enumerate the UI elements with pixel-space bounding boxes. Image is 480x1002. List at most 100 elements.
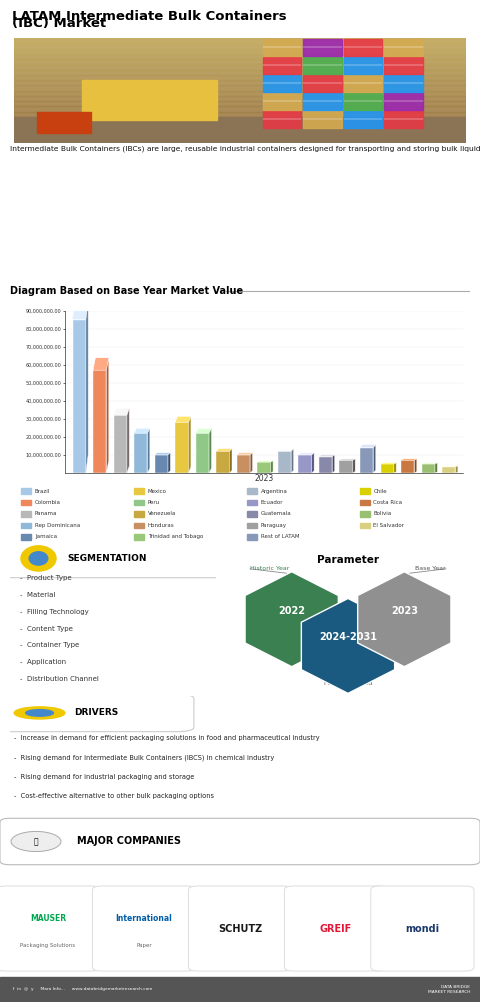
Polygon shape [189, 417, 191, 473]
Bar [344, 110, 382, 127]
Circle shape [14, 706, 65, 719]
Polygon shape [278, 449, 294, 451]
Bar [22, 511, 31, 517]
Bar [401, 460, 414, 473]
Bar [82, 80, 217, 120]
Bar [344, 93, 382, 109]
Polygon shape [312, 453, 314, 473]
Bar [303, 39, 341, 56]
Bar [237, 455, 250, 473]
Text: Costa Rica: Costa Rica [373, 500, 403, 505]
Text: -  Material: - Material [20, 592, 55, 598]
Text: -  Cost-effective alternative to other bulk packaging options: - Cost-effective alternative to other bu… [14, 793, 214, 799]
Text: Forecast Period: Forecast Period [324, 680, 372, 685]
Text: 🏢: 🏢 [34, 837, 38, 846]
Bar [303, 75, 341, 92]
Bar [381, 464, 394, 473]
Text: -  Application: - Application [20, 659, 66, 665]
Bar [0, 977, 480, 1002]
Bar [247, 534, 257, 540]
Bar [134, 488, 144, 494]
Text: (IBC) Market: (IBC) Market [12, 17, 106, 30]
Bar [263, 75, 301, 92]
Polygon shape [353, 459, 355, 473]
Bar [37, 112, 91, 133]
Polygon shape [93, 358, 109, 370]
Text: Argentina: Argentina [261, 489, 288, 494]
Text: Rest of LATAM: Rest of LATAM [261, 534, 299, 539]
Text: Diagram Based on Base Year Market Value: Diagram Based on Base Year Market Value [10, 286, 243, 296]
Bar [384, 75, 423, 92]
Bar [14, 85, 466, 91]
Polygon shape [401, 459, 417, 460]
Bar [134, 522, 144, 528]
Circle shape [29, 552, 48, 565]
Text: f  in  @  y     Mara Info...     www.databridgemarketresearch.com: f in @ y Mara Info... www.databridgemark… [10, 987, 152, 991]
Bar [303, 93, 341, 109]
Polygon shape [72, 302, 88, 320]
Text: Mexico: Mexico [148, 489, 167, 494]
Bar [155, 455, 168, 473]
Text: MAJOR COMPANIES: MAJOR COMPANIES [77, 837, 181, 847]
Bar [14, 54, 466, 59]
Bar [263, 110, 301, 127]
Bar [14, 106, 466, 112]
Text: Trinidad and Tobago: Trinidad and Tobago [148, 534, 203, 539]
Text: El Salvador: El Salvador [373, 523, 404, 528]
Bar [134, 534, 144, 540]
FancyBboxPatch shape [1, 539, 224, 578]
Bar [263, 57, 301, 74]
Polygon shape [456, 466, 458, 473]
Bar [421, 464, 435, 473]
Polygon shape [127, 408, 129, 473]
Text: mondi: mondi [405, 924, 440, 934]
Polygon shape [245, 572, 338, 666]
Text: LATAM Intermediate Bulk Containers: LATAM Intermediate Bulk Containers [12, 10, 287, 23]
Polygon shape [301, 598, 395, 693]
Text: Paraguay: Paraguay [261, 523, 287, 528]
Bar [134, 433, 147, 473]
Text: Paper: Paper [136, 944, 152, 949]
Bar [82, 80, 217, 120]
Polygon shape [360, 445, 376, 448]
Polygon shape [250, 453, 252, 473]
Text: -  Filling Technology: - Filling Technology [20, 609, 89, 615]
Bar [14, 133, 466, 138]
Bar [303, 57, 341, 74]
Polygon shape [175, 417, 191, 423]
Polygon shape [147, 429, 150, 473]
FancyBboxPatch shape [0, 819, 480, 865]
Text: -  Increase in demand for efficient packaging solutions in food and pharmaceutic: - Increase in demand for efficient packa… [14, 735, 320, 740]
Bar [263, 39, 301, 56]
Text: Parameter: Parameter [317, 555, 379, 565]
Bar [14, 64, 466, 70]
Bar [442, 467, 456, 473]
Text: Venezuela: Venezuela [148, 511, 176, 516]
Bar [216, 451, 229, 473]
Text: Colombia: Colombia [35, 500, 61, 505]
X-axis label: 2023: 2023 [254, 474, 274, 483]
Bar [114, 415, 127, 473]
Polygon shape [271, 461, 273, 473]
Bar [14, 117, 466, 143]
Bar [278, 451, 291, 473]
FancyBboxPatch shape [0, 886, 100, 971]
Bar [14, 101, 466, 106]
Text: Packaging Solutions: Packaging Solutions [21, 944, 75, 949]
Text: Peru: Peru [148, 500, 160, 505]
FancyBboxPatch shape [371, 886, 474, 971]
Text: Bolivia: Bolivia [373, 511, 392, 516]
Circle shape [26, 709, 53, 716]
Polygon shape [229, 449, 232, 473]
Bar [14, 138, 466, 143]
Circle shape [21, 546, 56, 571]
Text: SCHUTZ: SCHUTZ [218, 924, 262, 934]
Polygon shape [114, 408, 129, 415]
Text: SEGMENTATION: SEGMENTATION [67, 554, 147, 563]
Text: Chile: Chile [373, 489, 387, 494]
FancyBboxPatch shape [284, 886, 387, 971]
Polygon shape [373, 445, 376, 473]
FancyBboxPatch shape [0, 33, 480, 148]
Polygon shape [196, 429, 212, 433]
Polygon shape [319, 455, 335, 457]
